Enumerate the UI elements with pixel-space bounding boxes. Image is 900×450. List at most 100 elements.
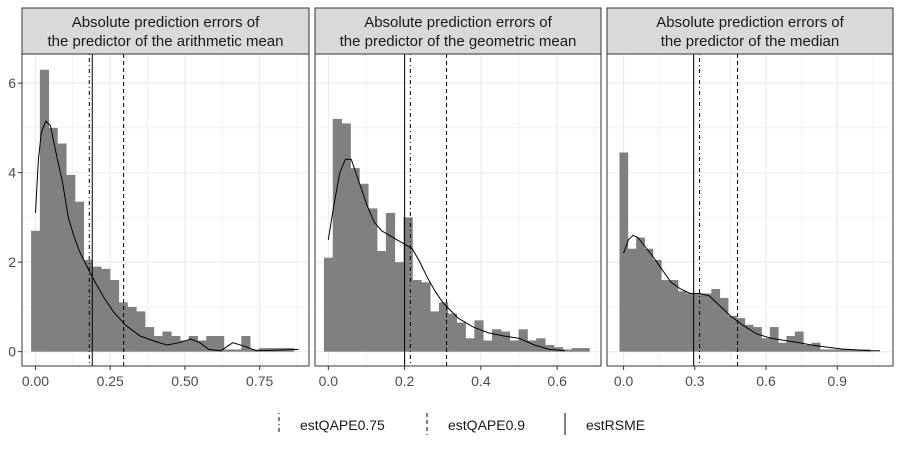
histogram-bar bbox=[778, 342, 787, 352]
histogram-bar bbox=[527, 340, 537, 352]
histogram-bar bbox=[580, 348, 590, 352]
histogram-bar bbox=[101, 268, 111, 352]
histogram-bar bbox=[92, 266, 102, 352]
histogram-bar bbox=[711, 289, 721, 352]
histogram-bar bbox=[536, 338, 546, 352]
histogram-bar bbox=[206, 336, 216, 352]
panel-border bbox=[606, 53, 894, 367]
histogram-bar bbox=[661, 280, 670, 352]
histogram-bar bbox=[350, 168, 360, 352]
facet-panel-2: Absolute prediction errors of the predict… bbox=[314, 7, 602, 389]
histogram-bar bbox=[500, 331, 511, 352]
histogram-bar bbox=[332, 118, 343, 352]
histogram-bar bbox=[761, 338, 771, 352]
histogram-bar bbox=[562, 349, 573, 352]
histogram-bar bbox=[74, 201, 85, 352]
facet-title-line-1: Absolute prediction errors of bbox=[72, 14, 260, 31]
histogram-bar bbox=[136, 311, 146, 352]
histogram-bar bbox=[853, 349, 863, 352]
histogram-bar bbox=[394, 262, 404, 352]
facet-strip bbox=[606, 7, 894, 55]
facet-panels: Absolute prediction errors of the predict… bbox=[8, 7, 894, 389]
histogram-bar bbox=[48, 127, 58, 352]
histogram-bar bbox=[509, 340, 519, 352]
x-tick-label: 0.6 bbox=[547, 373, 567, 389]
histogram-bar bbox=[744, 324, 754, 352]
legend: estQAPE0.75 estQAPE0.9 estRSME bbox=[278, 413, 645, 435]
legend-item-estrsme: estRSME bbox=[564, 413, 645, 435]
histogram-bar bbox=[421, 282, 431, 352]
histogram-bar bbox=[323, 257, 334, 352]
legend-item-estqape09: estQAPE0.9 bbox=[426, 413, 525, 435]
histogram-bar bbox=[57, 143, 67, 352]
y-tick-label: 0 bbox=[8, 344, 16, 360]
histogram-bar bbox=[669, 280, 679, 352]
histogram-bar bbox=[828, 349, 838, 352]
histogram-bar bbox=[545, 344, 555, 352]
histogram-bar bbox=[341, 123, 351, 352]
histogram-bar bbox=[258, 348, 268, 352]
y-tick-label: 6 bbox=[8, 75, 16, 91]
histogram-bar bbox=[188, 336, 198, 352]
histogram-bar bbox=[438, 302, 449, 352]
histogram-bar bbox=[171, 336, 181, 352]
histogram-bar bbox=[412, 280, 422, 352]
histogram-bar bbox=[728, 315, 737, 352]
histogram-bar bbox=[474, 320, 484, 352]
reference-lines bbox=[693, 54, 739, 366]
x-tick-label: 0.2 bbox=[395, 373, 415, 389]
histogram-bar bbox=[702, 293, 712, 352]
histogram-bar bbox=[769, 327, 779, 352]
facet-strip bbox=[21, 7, 310, 55]
histogram-bar bbox=[811, 342, 821, 352]
histogram-bar bbox=[109, 280, 120, 352]
facet-strip bbox=[314, 7, 602, 55]
legend-label-estqape075: estQAPE0.75 bbox=[300, 417, 385, 433]
histogram-bar bbox=[153, 336, 163, 352]
histogram-bar bbox=[31, 230, 41, 352]
x-tick-label: 0.50 bbox=[171, 373, 198, 389]
histogram-bar bbox=[66, 174, 76, 352]
histogram-bar bbox=[197, 340, 207, 352]
histogram-bar bbox=[753, 327, 762, 352]
histogram-bar bbox=[652, 259, 662, 352]
histogram-bar bbox=[803, 344, 812, 352]
histogram-bar bbox=[794, 331, 804, 352]
histogram-bar bbox=[845, 349, 854, 352]
histogram-bar bbox=[627, 248, 637, 352]
density-curve bbox=[327, 158, 565, 352]
histogram-bar bbox=[719, 297, 729, 352]
facet-panel-1: Absolute prediction errors of the predict… bbox=[8, 7, 310, 389]
histogram-bar bbox=[162, 331, 172, 352]
x-tick-label: 0.6 bbox=[756, 373, 776, 389]
histogram-bar bbox=[492, 329, 502, 352]
histogram-bar bbox=[223, 349, 233, 352]
x-tick-label: 0.0 bbox=[319, 373, 339, 389]
histogram-bar bbox=[456, 322, 466, 352]
histogram-bar bbox=[819, 349, 829, 352]
histogram-bar bbox=[359, 183, 369, 352]
histogram-bar bbox=[127, 306, 137, 352]
histogram-bars bbox=[323, 118, 590, 352]
x-tick-label: 0.0 bbox=[614, 373, 634, 389]
histogram-bar bbox=[677, 291, 687, 352]
y-axis: 0 2 4 6 bbox=[8, 75, 22, 360]
panel-border bbox=[21, 53, 310, 367]
facet-title-line-2: the predictor of the median bbox=[661, 33, 839, 50]
histogram-bar bbox=[232, 349, 242, 352]
facet-title-line-2: the predictor of the arithmetic mean bbox=[48, 33, 284, 50]
reference-lines bbox=[404, 54, 448, 366]
histogram-bar bbox=[377, 250, 387, 352]
facet-panel-3: Absolute prediction errors of the predict… bbox=[606, 7, 894, 389]
histogram-bar bbox=[686, 293, 696, 352]
x-axis: 0.0 0.2 0.4 0.6 bbox=[319, 366, 567, 389]
legend-label-estrsme: estRSME bbox=[586, 417, 645, 433]
x-tick-label: 0.3 bbox=[685, 373, 705, 389]
histogram-bar bbox=[179, 340, 190, 352]
histogram-bar bbox=[368, 208, 378, 352]
histogram-bar bbox=[636, 237, 645, 352]
legend-label-estqape09: estQAPE0.9 bbox=[448, 417, 525, 433]
legend-item-estqape075: estQAPE0.75 bbox=[278, 413, 385, 435]
x-axis: 0.0 0.3 0.6 0.9 bbox=[614, 366, 847, 389]
